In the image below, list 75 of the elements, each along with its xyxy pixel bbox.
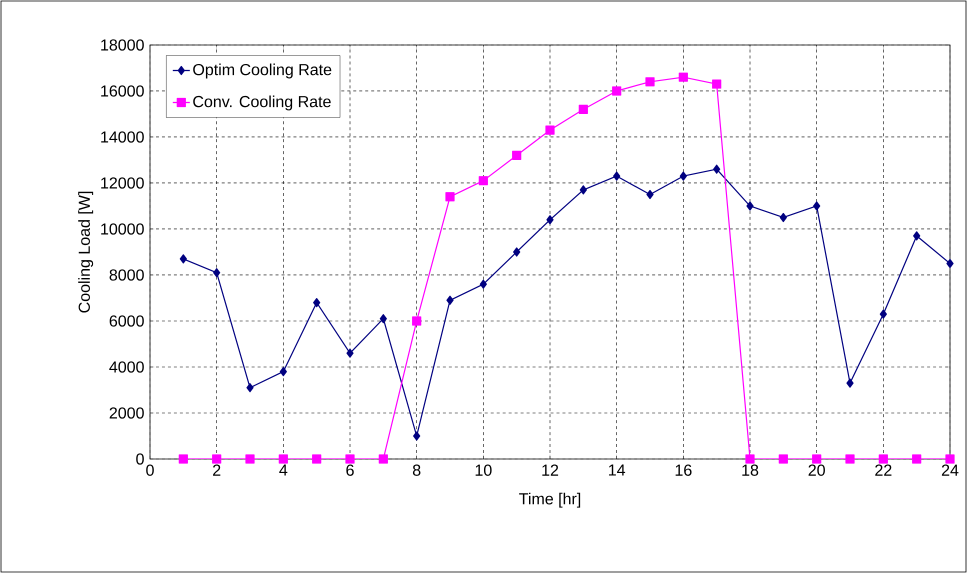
point [446, 296, 454, 305]
point [280, 366, 287, 376]
point [480, 280, 487, 289]
point [246, 383, 254, 392]
point [445, 192, 455, 202]
x-tick-label: 12 [542, 464, 558, 476]
legend-label: Optim Cooling Rate [193, 64, 332, 78]
y-tick-label: 12000 [101, 177, 144, 189]
point [678, 72, 688, 82]
point [745, 454, 755, 464]
point [245, 454, 255, 464]
y-tick-label: 8000 [110, 269, 144, 281]
point [712, 79, 722, 89]
legend-label: Conv. Cooling Rate [193, 96, 331, 110]
point [412, 316, 422, 326]
point [812, 454, 822, 464]
point [346, 348, 354, 358]
point [413, 431, 420, 441]
point [513, 247, 520, 257]
x-tick-label: 16 [676, 464, 692, 476]
x-tick-label: 24 [942, 464, 958, 476]
y-axis-title: Cooling Load [W] [78, 192, 94, 313]
point [880, 309, 887, 319]
point [945, 454, 955, 464]
point [580, 185, 587, 194]
point [912, 454, 922, 464]
point [780, 212, 787, 222]
x-tick-label: 20 [808, 464, 825, 476]
y-tick-label: 16000 [101, 85, 144, 97]
point [713, 164, 720, 174]
y-tick-label: 14000 [101, 131, 144, 143]
point [278, 454, 288, 464]
point [345, 454, 355, 464]
point [878, 454, 888, 464]
point [180, 254, 187, 264]
point [680, 171, 687, 181]
y-tick-label: 4000 [109, 361, 144, 373]
point [646, 190, 654, 200]
point [778, 454, 788, 464]
x-tick-label: 6 [346, 464, 354, 476]
x-tick-label: 2 [213, 464, 220, 476]
point [612, 86, 622, 96]
point [378, 454, 388, 464]
y-tick-label: 10000 [101, 223, 144, 235]
point [178, 454, 188, 464]
point [512, 150, 522, 160]
point [213, 268, 220, 278]
point [380, 314, 387, 324]
point [212, 454, 222, 464]
point [813, 201, 820, 211]
y-tick-label: 6000 [110, 315, 144, 327]
y-tick-label: 2000 [110, 407, 144, 419]
y-tick-label: 18000 [101, 39, 144, 51]
x-tick-label: 8 [412, 464, 420, 476]
point [312, 454, 322, 464]
point [845, 454, 855, 464]
x-tick-label: 4 [279, 464, 288, 476]
point [946, 258, 954, 268]
point [313, 298, 320, 308]
point [613, 171, 620, 181]
point [645, 77, 655, 86]
point [913, 231, 920, 240]
x-tick-label: 10 [476, 464, 492, 476]
point [846, 378, 854, 388]
x-tick-label: 0 [146, 464, 154, 476]
x-tick-label: 18 [742, 464, 758, 476]
point [478, 176, 488, 186]
point [546, 215, 554, 224]
y-tick-label: 0 [136, 453, 144, 465]
x-tick-label: 22 [875, 464, 892, 476]
point [578, 104, 588, 114]
x-axis-title: Time [hr] [519, 492, 580, 508]
point [746, 201, 754, 211]
point [545, 125, 555, 135]
x-tick-label: 14 [608, 464, 626, 476]
